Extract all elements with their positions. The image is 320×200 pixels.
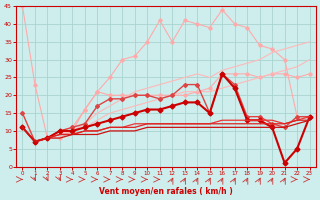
X-axis label: Vent moyen/en rafales ( km/h ): Vent moyen/en rafales ( km/h ) bbox=[99, 187, 233, 196]
